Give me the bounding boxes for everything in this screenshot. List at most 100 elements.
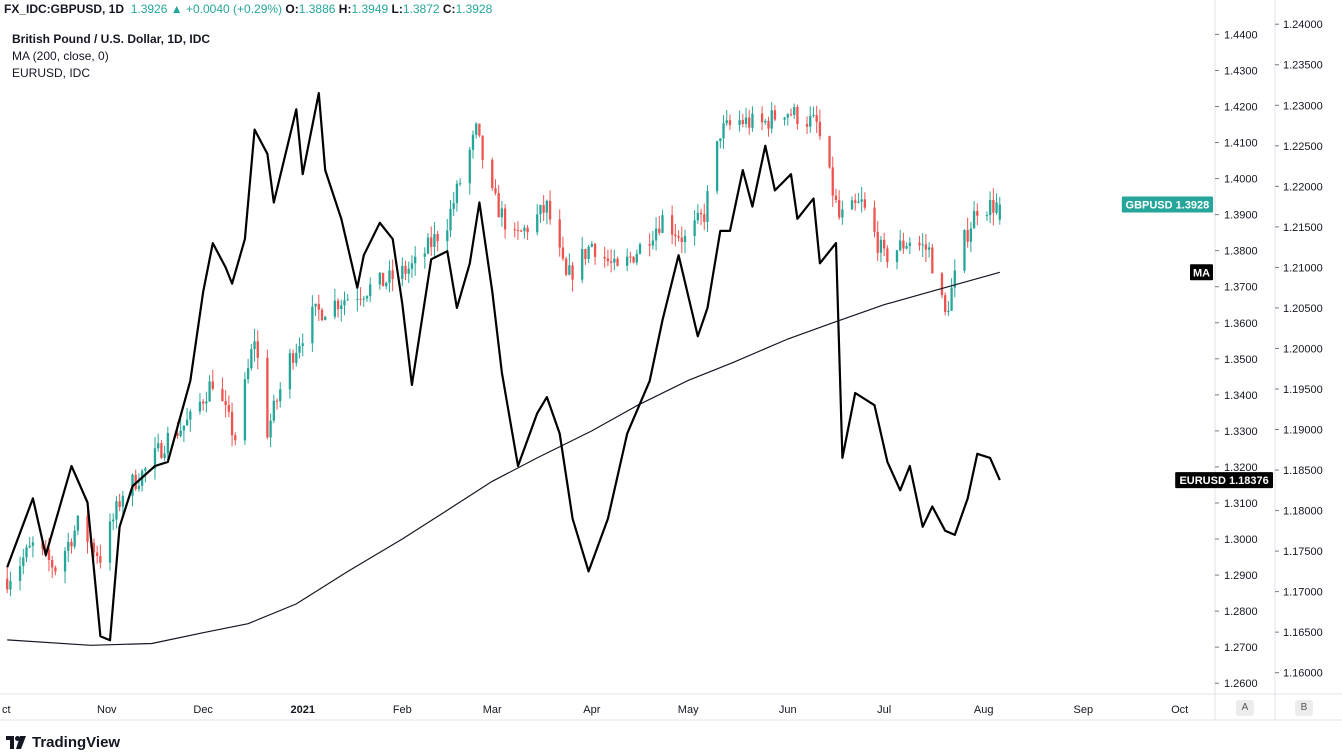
candle-body (234, 435, 237, 441)
price-tick-label: 1.3200 (1224, 462, 1258, 474)
candle-body (850, 200, 854, 210)
series-label-gbpusd[interactable] (1121, 196, 1213, 213)
candle-body (728, 120, 732, 125)
time-tick-label: Oct (1171, 704, 1188, 716)
candle-body (548, 200, 552, 220)
compare-tick-label: 1.21500 (1283, 222, 1323, 234)
candle-body (44, 548, 47, 550)
candle-body (67, 541, 70, 551)
candle-body (99, 556, 102, 563)
candle-body (931, 247, 934, 274)
candle-body (677, 236, 680, 238)
candle-body (651, 240, 655, 246)
candle-body (314, 303, 317, 307)
candle-body (295, 352, 298, 363)
series-label-eurusd[interactable] (1175, 472, 1273, 489)
low-label: L: (391, 2, 403, 16)
candle-body (693, 220, 696, 237)
candle-body (269, 420, 272, 438)
candle-body (773, 110, 777, 120)
candle-body (475, 123, 478, 135)
scale-button-a[interactable]: A (1236, 700, 1254, 716)
candle-body (63, 550, 67, 572)
candle-body (275, 400, 279, 402)
candle-body (112, 519, 115, 522)
candle-body (882, 239, 886, 249)
candle-body (362, 298, 365, 300)
scale-button-b[interactable]: B (1295, 700, 1313, 716)
series-label-ma[interactable] (1190, 264, 1213, 281)
candle-body (564, 258, 568, 275)
candle-body (436, 233, 439, 242)
time-tick-label: Aug (974, 704, 994, 716)
legend-ma[interactable]: MA (200, close, 0) (12, 49, 109, 63)
candle-body (581, 248, 584, 280)
candle-body (895, 250, 899, 263)
candle-body (95, 552, 99, 557)
candle-body (786, 114, 789, 118)
candle-body (430, 237, 433, 247)
candle-body (343, 300, 346, 306)
compare-tick-label: 1.24000 (1283, 19, 1323, 31)
legend-compare[interactable]: EURUSD, IDC (12, 66, 91, 80)
candle-body (796, 107, 799, 125)
candle-body (760, 113, 764, 123)
candle-body (764, 120, 767, 123)
price-tick-label: 1.3500 (1224, 354, 1258, 366)
open-value: 1.3886 (298, 2, 336, 16)
candle-body (860, 199, 863, 202)
symbol-name[interactable]: FX_IDC:GBPUSD, 1D (4, 2, 125, 16)
series-label-text: MA (1193, 267, 1210, 279)
candle-body (902, 240, 905, 249)
candle-body (388, 270, 391, 283)
candle-body (246, 368, 250, 380)
indicator-legend: British Pound / U.S. Dollar, 1D, IDC MA … (12, 31, 210, 82)
candle-body (674, 234, 677, 237)
candle-body (182, 425, 186, 431)
candle-body (115, 501, 118, 520)
candle-body (189, 411, 192, 420)
candle-body (70, 541, 73, 547)
time-tick-label: Sep (1074, 704, 1094, 716)
candle-body (648, 244, 651, 246)
candle-body (632, 256, 635, 263)
compare-tick-label: 1.19000 (1283, 425, 1323, 437)
price-chart[interactable]: 1.4400 1.4300 1.4200 1.4100 1.4000 1.3900 1.38… (0, 0, 1342, 730)
candle-body (834, 195, 838, 201)
candle-body (715, 141, 719, 192)
candle-body (536, 214, 539, 233)
candle-body (118, 501, 121, 507)
candle-body (719, 138, 722, 142)
compare-tick-label: 1.23000 (1283, 100, 1323, 112)
time-tick-label: Feb (393, 704, 412, 716)
candle-body (407, 268, 410, 274)
candle-body (51, 559, 54, 568)
candle-body (863, 199, 867, 208)
price-tick-label: 1.3000 (1224, 534, 1258, 546)
candle-body (503, 208, 507, 230)
tradingview-brand: TradingView (32, 733, 121, 751)
candle-body (279, 389, 282, 402)
candle-body (838, 200, 841, 218)
candle-body (571, 265, 574, 280)
candle-body (18, 566, 22, 581)
candle-body (391, 270, 394, 280)
candle-body (944, 295, 947, 312)
candle-body (940, 273, 944, 296)
compare-tick-label: 1.20500 (1283, 303, 1323, 315)
tradingview-logo[interactable]: TradingView (6, 731, 120, 753)
tradingview-logo-icon (6, 735, 26, 749)
candle-body (230, 411, 234, 436)
candle-body (359, 298, 362, 300)
candle-body (828, 136, 831, 168)
compare-tick-label: 1.22000 (1283, 181, 1323, 193)
candle-body (73, 530, 76, 547)
candle-body (992, 199, 995, 213)
candle-body (963, 230, 966, 271)
candle-body (613, 258, 616, 263)
candle-body (879, 239, 883, 253)
candle-body (166, 432, 169, 454)
candle-body (953, 270, 956, 288)
legend-main-series[interactable]: British Pound / U.S. Dollar, 1D, IDC (12, 32, 211, 46)
candle-body (818, 121, 822, 137)
